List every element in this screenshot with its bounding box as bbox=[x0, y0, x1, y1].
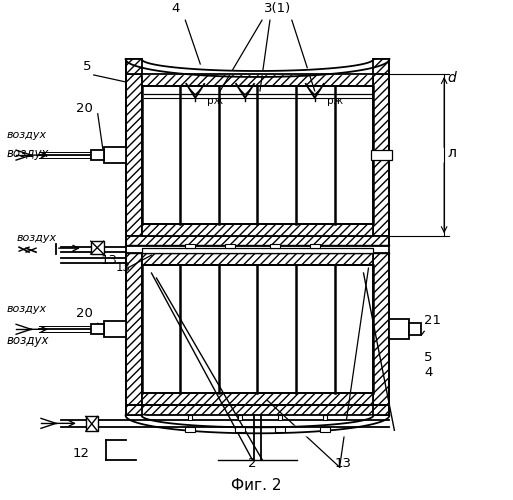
Bar bbox=[91, 324, 104, 334]
Bar bbox=[104, 322, 126, 338]
Text: 5: 5 bbox=[83, 60, 91, 73]
Bar bbox=[323, 416, 327, 420]
Bar bbox=[91, 241, 104, 254]
Polygon shape bbox=[373, 59, 389, 74]
Bar bbox=[278, 416, 282, 420]
Text: рж: рж bbox=[207, 96, 223, 106]
Text: воздух: воздух bbox=[16, 233, 56, 243]
Bar bbox=[235, 428, 245, 432]
Bar bbox=[104, 147, 126, 163]
Text: Фиг. 2: Фиг. 2 bbox=[231, 478, 281, 493]
Text: 2: 2 bbox=[248, 457, 256, 470]
Text: воздух: воздух bbox=[6, 304, 46, 314]
Bar bbox=[185, 428, 195, 432]
Bar bbox=[126, 74, 142, 236]
Bar bbox=[142, 253, 373, 265]
Text: 13: 13 bbox=[115, 261, 130, 274]
Text: воздух: воздух bbox=[6, 130, 46, 140]
Text: 4: 4 bbox=[424, 366, 432, 378]
Polygon shape bbox=[373, 59, 389, 74]
Bar bbox=[142, 224, 373, 236]
Bar bbox=[320, 428, 330, 432]
Bar bbox=[310, 244, 320, 248]
Bar bbox=[409, 324, 421, 336]
Bar bbox=[389, 320, 409, 339]
Polygon shape bbox=[373, 406, 389, 415]
Bar bbox=[275, 428, 285, 432]
Bar bbox=[238, 416, 242, 420]
Polygon shape bbox=[126, 59, 142, 74]
Text: 13: 13 bbox=[101, 254, 117, 267]
Bar bbox=[185, 244, 195, 248]
Bar bbox=[142, 394, 373, 406]
Text: 21: 21 bbox=[424, 314, 441, 328]
Bar bbox=[91, 150, 104, 160]
Polygon shape bbox=[126, 59, 142, 74]
Bar bbox=[86, 416, 98, 432]
Bar bbox=[270, 244, 280, 248]
Bar bbox=[126, 406, 389, 415]
Text: воздух: воздух bbox=[6, 334, 49, 347]
Bar bbox=[373, 253, 389, 406]
Text: 13: 13 bbox=[334, 457, 351, 470]
Polygon shape bbox=[126, 406, 142, 415]
Text: 3(1): 3(1) bbox=[264, 2, 291, 16]
Text: л: л bbox=[447, 146, 456, 160]
Text: 4: 4 bbox=[171, 2, 180, 16]
Bar bbox=[142, 74, 373, 86]
Text: 5: 5 bbox=[424, 350, 433, 364]
Text: рж: рж bbox=[327, 96, 343, 106]
Text: 20: 20 bbox=[76, 102, 93, 115]
Bar bbox=[373, 74, 389, 236]
Bar bbox=[188, 416, 192, 420]
Text: 12: 12 bbox=[73, 447, 90, 460]
Bar bbox=[371, 150, 392, 160]
Text: d: d bbox=[447, 71, 456, 85]
Bar bbox=[142, 248, 373, 253]
Bar bbox=[225, 244, 235, 248]
Bar bbox=[126, 253, 142, 406]
Bar bbox=[126, 236, 389, 246]
Text: воздух: воздух bbox=[6, 146, 49, 160]
Text: 20: 20 bbox=[76, 308, 93, 320]
